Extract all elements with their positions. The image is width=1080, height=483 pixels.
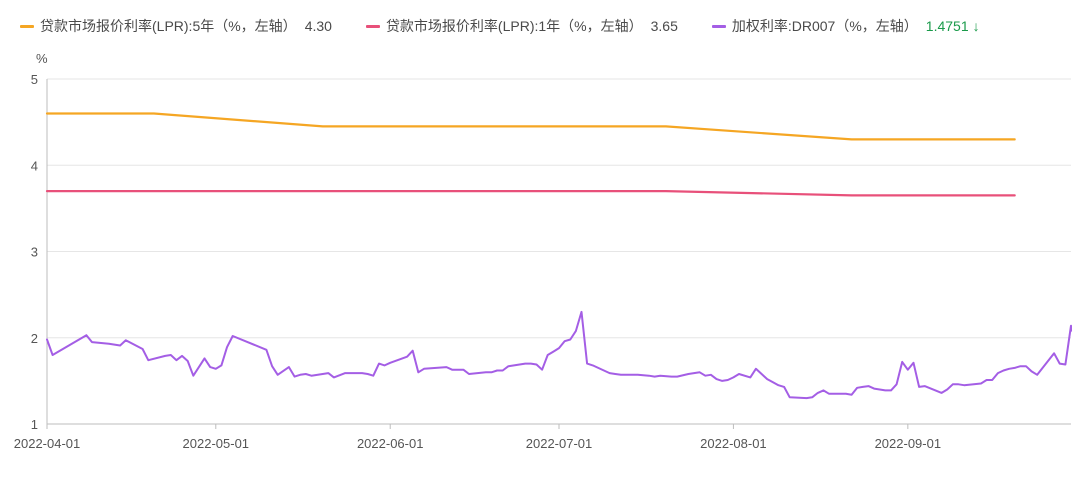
legend-swatch-lpr-5y bbox=[20, 24, 34, 28]
y-axis-unit-label: % bbox=[36, 51, 48, 66]
legend-swatch-dr007 bbox=[711, 24, 726, 28]
x-tick-label: 2022-05-01 bbox=[183, 436, 250, 451]
x-tick-label: 2022-07-01 bbox=[526, 436, 593, 451]
x-tick-label: 2022-08-01 bbox=[700, 436, 767, 451]
series-line-0 bbox=[45, 112, 1016, 141]
x-tick-label: 2022-06-01 bbox=[357, 436, 424, 451]
legend-swatch-lpr-1y bbox=[365, 24, 380, 28]
x-tick-label: 2022-04-01 bbox=[14, 436, 81, 451]
legend-item-lpr-5y[interactable]: 贷款市场报价利率(LPR):5年（%，左轴） 4.30 bbox=[20, 16, 332, 36]
legend-value-lpr-5y: 4.30 bbox=[304, 18, 332, 34]
legend-label-dr007: 加权利率:DR007（%，左轴） bbox=[731, 18, 918, 34]
legend-value-dr007: 1.4751 bbox=[925, 18, 969, 34]
arrow-down-icon: ↓ bbox=[972, 18, 980, 34]
x-tick-label: 2022-09-01 bbox=[875, 436, 942, 451]
y-tick-label: 4 bbox=[31, 158, 38, 173]
series-line-1 bbox=[45, 190, 1016, 197]
legend-label-lpr-5y: 贷款市场报价利率(LPR):5年（%，左轴） bbox=[40, 18, 297, 34]
legend-item-dr007[interactable]: 加权利率:DR007（%，左轴） 1.4751 ↓ bbox=[711, 16, 980, 36]
y-tick-label: 3 bbox=[31, 245, 38, 260]
y-tick-label: 1 bbox=[31, 417, 38, 432]
legend-label-lpr-1y: 贷款市场报价利率(LPR):1年（%，左轴） bbox=[385, 18, 643, 34]
y-tick-label: 2 bbox=[31, 331, 38, 346]
chart-legend: 贷款市场报价利率(LPR):5年（%，左轴） 4.30 贷款市场报价利率(LPR… bbox=[20, 14, 1014, 38]
legend-value-lpr-1y: 3.65 bbox=[650, 18, 678, 34]
legend-item-lpr-1y[interactable]: 贷款市场报价利率(LPR):1年（%，左轴） 3.65 bbox=[365, 16, 678, 36]
y-tick-label: 5 bbox=[31, 72, 38, 87]
series-line-2 bbox=[46, 310, 1072, 400]
